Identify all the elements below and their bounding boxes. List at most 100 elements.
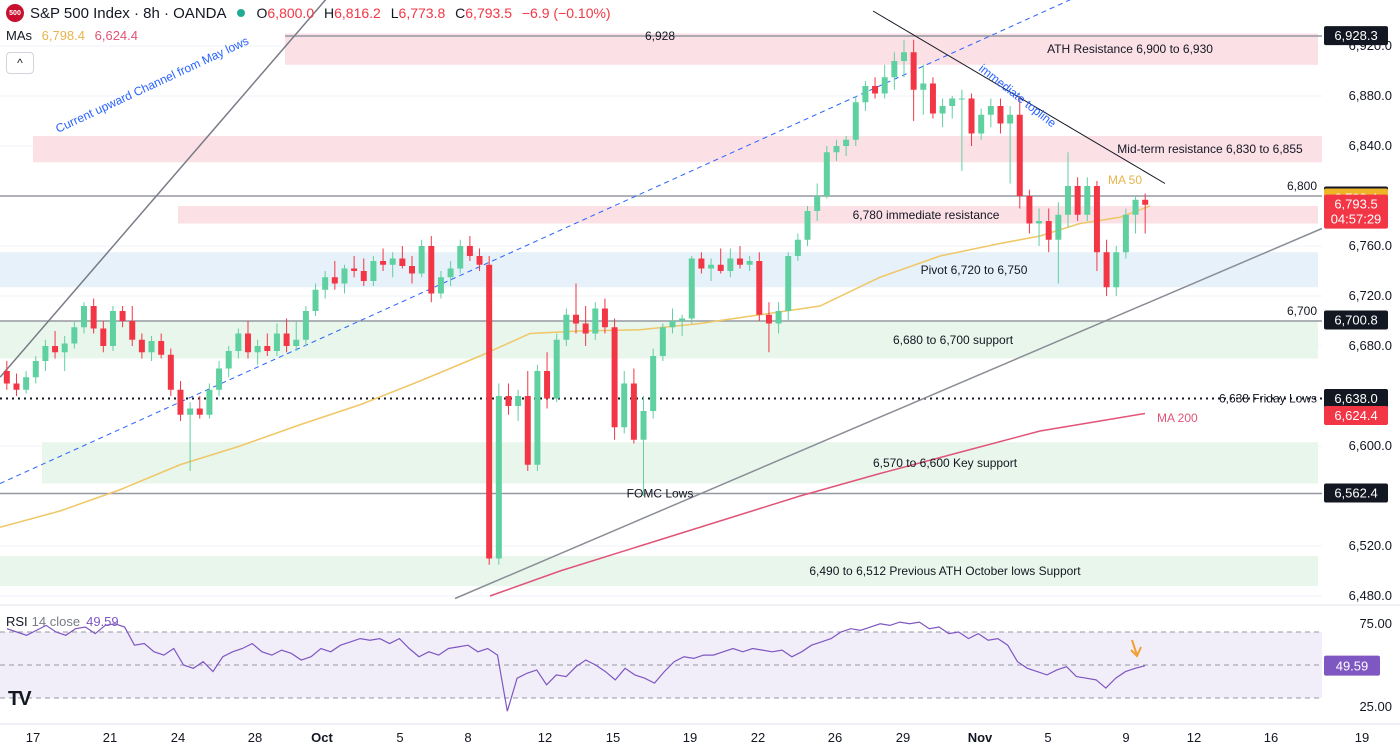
candle-body (389, 258, 396, 265)
candle-body (794, 239, 801, 256)
candle-body (958, 98, 965, 100)
candle-body (833, 146, 840, 153)
candle-body (312, 289, 319, 311)
candle-body (987, 106, 994, 115)
candle-body (823, 152, 830, 196)
candle-body (717, 264, 724, 271)
candle-body (23, 377, 30, 390)
rsi-line (6, 621, 1146, 712)
level-label: 6,700 (1287, 304, 1317, 318)
high-value: 6,816.2 (334, 5, 381, 21)
candle-body (225, 351, 232, 369)
price-axis-tick: 6,520.0 (1349, 538, 1392, 553)
candle-body (71, 327, 78, 344)
time-axis-tick: 22 (751, 730, 765, 745)
time-axis-tick: 29 (896, 730, 910, 745)
level-label: 6,800 (1287, 179, 1317, 193)
zone-resistance (285, 33, 1318, 65)
candle-body (409, 266, 415, 274)
candle-body (582, 323, 589, 334)
ma50-line (0, 205, 1151, 528)
candle-body (708, 264, 715, 269)
rsi-legend[interactable]: RSI 14 close 49.59 (6, 614, 119, 629)
candle-body (524, 396, 531, 465)
ma-legend[interactable]: MAs 6,798.4 6,624.4 (6, 28, 138, 43)
zone-label: 6,570 to 6,600 Key support (873, 456, 1018, 470)
level-label: FOMC Lows (627, 487, 694, 501)
rsi-legend-params: 14 close (31, 614, 81, 629)
arrow-icon (1130, 639, 1142, 658)
candle-body (843, 139, 850, 146)
price-tag (1324, 406, 1388, 425)
price-axis-tick: 6,480.0 (1349, 588, 1392, 603)
ma50-annotation: MA 50 (1108, 173, 1142, 187)
rsi-legend-value: 49.59 (86, 614, 119, 629)
ma200-annotation: MA 200 (1157, 411, 1198, 425)
candle-body (370, 261, 377, 281)
candle-body (910, 52, 917, 90)
candle-body (881, 77, 888, 94)
candle-body (1074, 186, 1081, 215)
chart-header: 500 S&P 500 Index · 8h · OANDA O6,800.0 … (0, 0, 617, 26)
candle-body (939, 106, 946, 114)
candle-body (1122, 214, 1129, 253)
candle-body (862, 86, 869, 103)
low-label: L (390, 5, 399, 21)
rising-trendline (454, 227, 1323, 600)
candle-body (341, 268, 348, 284)
ma200-line (489, 412, 1146, 597)
price-tag (1324, 310, 1388, 330)
candle-body (216, 368, 223, 390)
price-axis-tick: 6,760.0 (1349, 238, 1392, 253)
candle-body (32, 361, 39, 378)
price-tag-label: 04:57:29 (1331, 212, 1382, 227)
time-axis-tick: 12 (1187, 730, 1201, 745)
open-label: O (256, 5, 268, 21)
high-label: H (324, 5, 335, 21)
candle-body (61, 343, 68, 353)
candle-body (235, 333, 242, 351)
candle-body (196, 408, 203, 415)
price-axis-tick: 6,840.0 (1349, 138, 1392, 153)
candle-body (466, 246, 473, 256)
candle-body (129, 321, 136, 340)
time-axis-tick: 19 (683, 730, 697, 745)
rsi-value-tag (1324, 655, 1380, 676)
candle-body (148, 341, 155, 353)
price-axis-tick: 6,680.0 (1349, 338, 1392, 353)
ohlc-readout: O6,800.0 H6,816.2 L6,773.8 C6,793.5 −6.9… (257, 5, 617, 21)
price-tag (1324, 194, 1388, 214)
candle-body (264, 346, 271, 351)
price-tag-label: 6,793.5 (1334, 197, 1377, 212)
zone-support (0, 321, 1318, 359)
candle-body (601, 308, 608, 328)
candle-body (90, 306, 97, 329)
candle-body (109, 311, 116, 346)
candle-body (630, 383, 637, 440)
time-axis-tick: 15 (606, 730, 620, 745)
candle-body (505, 396, 512, 406)
symbol-title[interactable]: S&P 500 Index · 8h · OANDA (30, 4, 227, 22)
candle-body (891, 61, 898, 78)
candle-body (418, 246, 425, 274)
time-axis-tick: 5 (1044, 730, 1051, 745)
time-axis-tick: Oct (311, 730, 333, 745)
candle-body (669, 321, 676, 328)
candle-body (302, 311, 309, 340)
candle-body (563, 314, 570, 340)
tradingview-logo-icon: TV (8, 688, 32, 710)
rsi-legend-label: RSI (6, 614, 28, 629)
close-label: C (455, 5, 466, 21)
time-axis-tick: 8 (464, 730, 471, 745)
candle-body (167, 354, 174, 390)
candle-body (437, 277, 444, 294)
candle-body (737, 258, 743, 265)
collapse-legend-button[interactable]: ^ (6, 52, 34, 74)
candle-body (1132, 199, 1139, 215)
candle-body (852, 102, 859, 140)
price-axis-tick: 6,880.0 (1349, 88, 1392, 103)
candle-body (544, 371, 551, 399)
candle-body (929, 83, 936, 114)
candle-body (814, 196, 821, 211)
